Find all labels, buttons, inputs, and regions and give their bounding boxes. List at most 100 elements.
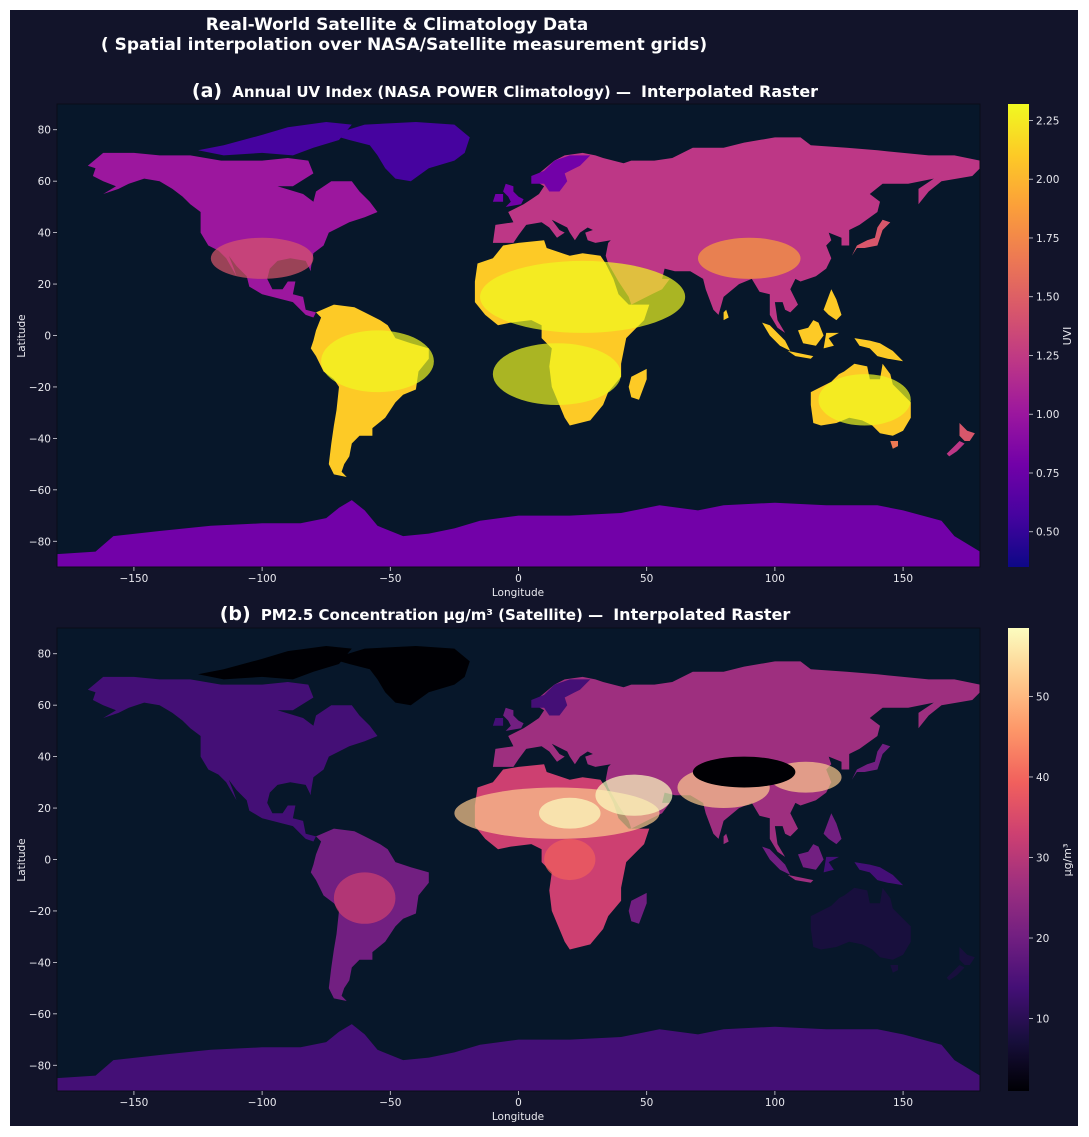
pm25-xtick-label: 0 <box>515 1097 522 1109</box>
uv-land-sri-lanka <box>723 309 729 321</box>
pm25-land-north-america <box>87 676 378 842</box>
uv-land-eurasia <box>492 137 980 333</box>
uv-land-new-zealand-south <box>946 441 965 457</box>
uv-x-axis-label: Longitude <box>492 587 544 599</box>
pm25-land-uk <box>503 707 524 731</box>
pm25-ytick-label: −60 <box>29 1009 51 1021</box>
pm25-land-philippines <box>823 813 842 845</box>
figure-title: Real-World Satellite & Climatology Data <box>206 15 588 35</box>
pm25-colorbar-tick-label: 20 <box>1036 933 1049 945</box>
pm25-land-tasmania <box>890 965 898 973</box>
pm25-panel-title-text: PM2.5 Concentration µg/m³ (Satellite) — <box>261 606 603 624</box>
uv-land-new-zealand <box>959 423 975 441</box>
pm25-ytick-label: −80 <box>29 1060 51 1072</box>
uv-colorbar-tick-label: 2.25 <box>1036 115 1059 127</box>
pm25-land-java <box>787 874 814 883</box>
uv-index-panel: (a) Annual UV Index (NASA POWER Climatol… <box>16 80 1074 599</box>
uv-hotspot <box>321 330 434 393</box>
pm25-land-japan <box>851 743 891 780</box>
uv-land-madagascar <box>628 368 647 400</box>
pm25-ytick-label: 80 <box>38 649 51 661</box>
uv-land-scandinavia <box>531 155 591 192</box>
uv-ytick-label: 0 <box>44 331 51 343</box>
uv-land-sumatra <box>762 322 791 351</box>
pm25-ytick-label: 60 <box>38 700 51 712</box>
pm25-land-sulawesi <box>823 856 839 873</box>
uv-ytick-label: 20 <box>38 279 51 291</box>
uv-land-new-guinea <box>854 338 904 362</box>
pm25-axis-ticks: −150 −100 −50 0 50 100 150 80 60 40 20 0 −20 −40 −60 −8… <box>29 649 913 1109</box>
uv-colorbar-tick-label: 1.25 <box>1036 350 1059 362</box>
pm25-xtick-label: −50 <box>379 1097 401 1109</box>
pm25-land-greenland <box>331 646 470 706</box>
uv-ytick-label: −40 <box>29 433 51 445</box>
uv-xtick-label: 100 <box>765 573 785 585</box>
uv-hotspot <box>480 260 686 333</box>
pm25-land-ireland <box>492 718 504 726</box>
uv-xtick-label: −50 <box>379 573 401 585</box>
uv-xtick-label: 0 <box>515 573 522 585</box>
pm25-hotspot <box>595 774 673 816</box>
pm25-raster <box>57 646 980 1091</box>
pm25-ytick-label: 0 <box>44 855 51 867</box>
pm25-ytick-label: 20 <box>38 803 51 815</box>
uv-panel-title-suffix: Interpolated Raster <box>641 82 818 101</box>
pm25-panel: (b) PM2.5 Concentration µg/m³ (Satellite… <box>16 603 1074 1123</box>
pm25-colorbar <box>1008 628 1029 1091</box>
uv-ytick-label: −80 <box>29 536 51 548</box>
uv-ytick-label: −60 <box>29 485 51 497</box>
pm25-hotspot <box>539 797 601 829</box>
uv-ytick-label: 60 <box>38 176 51 188</box>
pm25-y-axis-label: Latitude <box>16 838 28 881</box>
uv-land-north-america <box>87 152 378 318</box>
uv-colorbar-tick-label: 0.75 <box>1036 468 1059 480</box>
uv-colorbar-tick-label: 2.00 <box>1036 174 1059 186</box>
uv-colorbar-tick-label: 1.75 <box>1036 233 1059 245</box>
pm25-xtick-label: −150 <box>119 1097 148 1109</box>
uv-land-ireland <box>492 194 504 202</box>
uv-land-sulawesi <box>823 332 839 349</box>
uv-panel-title-text: Annual UV Index (NASA POWER Climatology)… <box>232 83 631 101</box>
uv-colorbar-tick-label: 1.00 <box>1036 409 1059 421</box>
pm25-colorbar-tick-label: 30 <box>1036 852 1049 864</box>
uv-land-java <box>787 350 814 359</box>
pm25-xtick-label: −100 <box>248 1097 277 1109</box>
uv-land-tasmania <box>890 441 898 449</box>
figure-subtitle: ( Spatial interpolation over NASA/Satell… <box>101 35 707 55</box>
pm25-x-axis-label: Longitude <box>492 1111 544 1123</box>
uv-colorbar <box>1008 104 1029 567</box>
uv-colorbar-tick-label: 0.50 <box>1036 527 1059 539</box>
pm25-colorbar-tick-label: 10 <box>1036 1014 1049 1026</box>
uv-raster <box>57 122 980 567</box>
pm25-land-sumatra <box>762 846 791 875</box>
uv-land-philippines <box>823 289 842 321</box>
pm25-land-sri-lanka <box>723 833 729 845</box>
pm25-xtick-label: 100 <box>765 1097 785 1109</box>
pm25-panel-letter: (b) <box>220 603 251 625</box>
pm25-land-borneo <box>798 844 824 870</box>
uv-land-borneo <box>798 320 824 346</box>
uv-hotspot <box>697 237 801 279</box>
uv-ytick-label: −20 <box>29 382 51 394</box>
uv-hotspot <box>210 237 314 279</box>
pm25-colorbar-tick-label: 40 <box>1036 772 1049 784</box>
uv-land-japan <box>851 219 891 256</box>
uv-axis-ticks: −150 −100 −50 0 50 100 150 80 60 40 20 0 −20 −40 −60 −8… <box>29 125 913 585</box>
uv-land-uk <box>503 183 524 207</box>
uv-xtick-label: −100 <box>248 573 277 585</box>
pm25-hotspot <box>544 838 596 881</box>
pm25-land-new-zealand-south <box>946 965 965 981</box>
uv-ytick-label: 40 <box>38 228 51 240</box>
uv-hotspot <box>492 343 622 405</box>
pm25-land-new-guinea <box>854 862 904 886</box>
pm25-ytick-label: −20 <box>29 906 51 918</box>
uv-land-greenland <box>331 122 470 182</box>
uv-xtick-label: 50 <box>640 573 653 585</box>
uv-panel-letter: (a) <box>192 80 222 102</box>
uv-colorbar-label: UVI <box>1061 327 1074 346</box>
pm25-hotspot <box>333 872 396 924</box>
uv-xtick-label: 150 <box>893 573 913 585</box>
uv-land-arctic-islands <box>198 122 352 156</box>
uv-ytick-label: 80 <box>38 125 51 137</box>
